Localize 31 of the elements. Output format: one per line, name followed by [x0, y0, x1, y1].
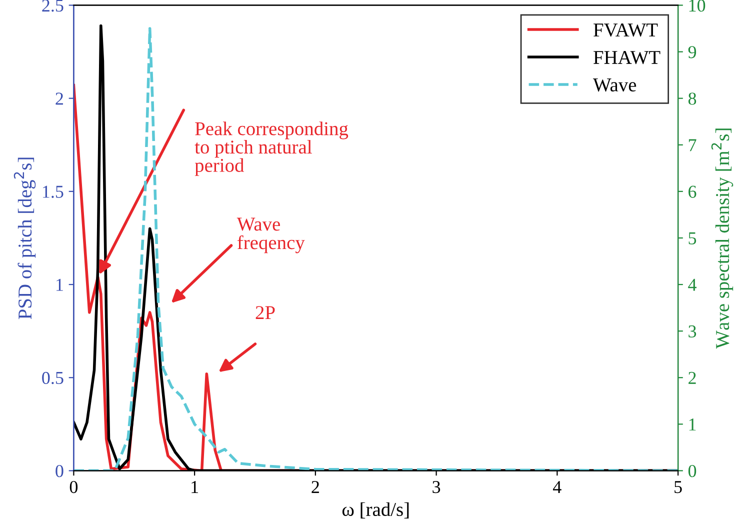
y-tick-label: 1 [56, 278, 63, 291]
legend-label: FVAWT [594, 24, 658, 37]
annotation: Peak corresponding to ptich natural period [194, 122, 348, 176]
y-tick-label: 1.5 [42, 186, 64, 198]
y2-tick-label: 9 [688, 46, 696, 58]
x-tick-label: 0 [70, 480, 78, 494]
y2-axis-title: Wave spectral density [m$^{2}$s] [711, 128, 734, 349]
x-tick-label: 1 [192, 481, 198, 493]
y-tick-label: 2.5 [42, 0, 64, 12]
y-tick-label: 0.5 [42, 372, 64, 384]
x-tick-label: 5 [674, 481, 682, 494]
annotation: Wave freqency [236, 218, 305, 254]
x-axis-title: ω [rad/s] [342, 502, 409, 518]
y2-tick-label: 7 [688, 139, 696, 152]
x-tick-label: 3 [432, 480, 440, 494]
y2-tick-label: 4 [688, 278, 697, 291]
y2-tick-label: 2 [688, 372, 696, 384]
legend-label: FHAWT [594, 50, 660, 64]
y2-tick-label: 6 [688, 186, 696, 198]
legend-label: Wave [592, 78, 636, 92]
y2-tick-label: 3 [688, 325, 696, 338]
y2-tick-label: 5 [688, 232, 696, 244]
y2-tick-label: 1 [689, 418, 696, 430]
x-tick-label: 4 [553, 481, 562, 493]
y2-tick-label: 8 [688, 92, 696, 105]
y-tick-label: 0 [56, 464, 64, 478]
y-tick-label: 2 [56, 92, 63, 105]
annotation: 2P [256, 306, 275, 319]
y-axis-title: PSD of pitch [deg$^{2}$s] [14, 158, 36, 320]
x-tick-label: 2 [312, 480, 319, 493]
y2-tick-label: 0 [688, 464, 696, 478]
